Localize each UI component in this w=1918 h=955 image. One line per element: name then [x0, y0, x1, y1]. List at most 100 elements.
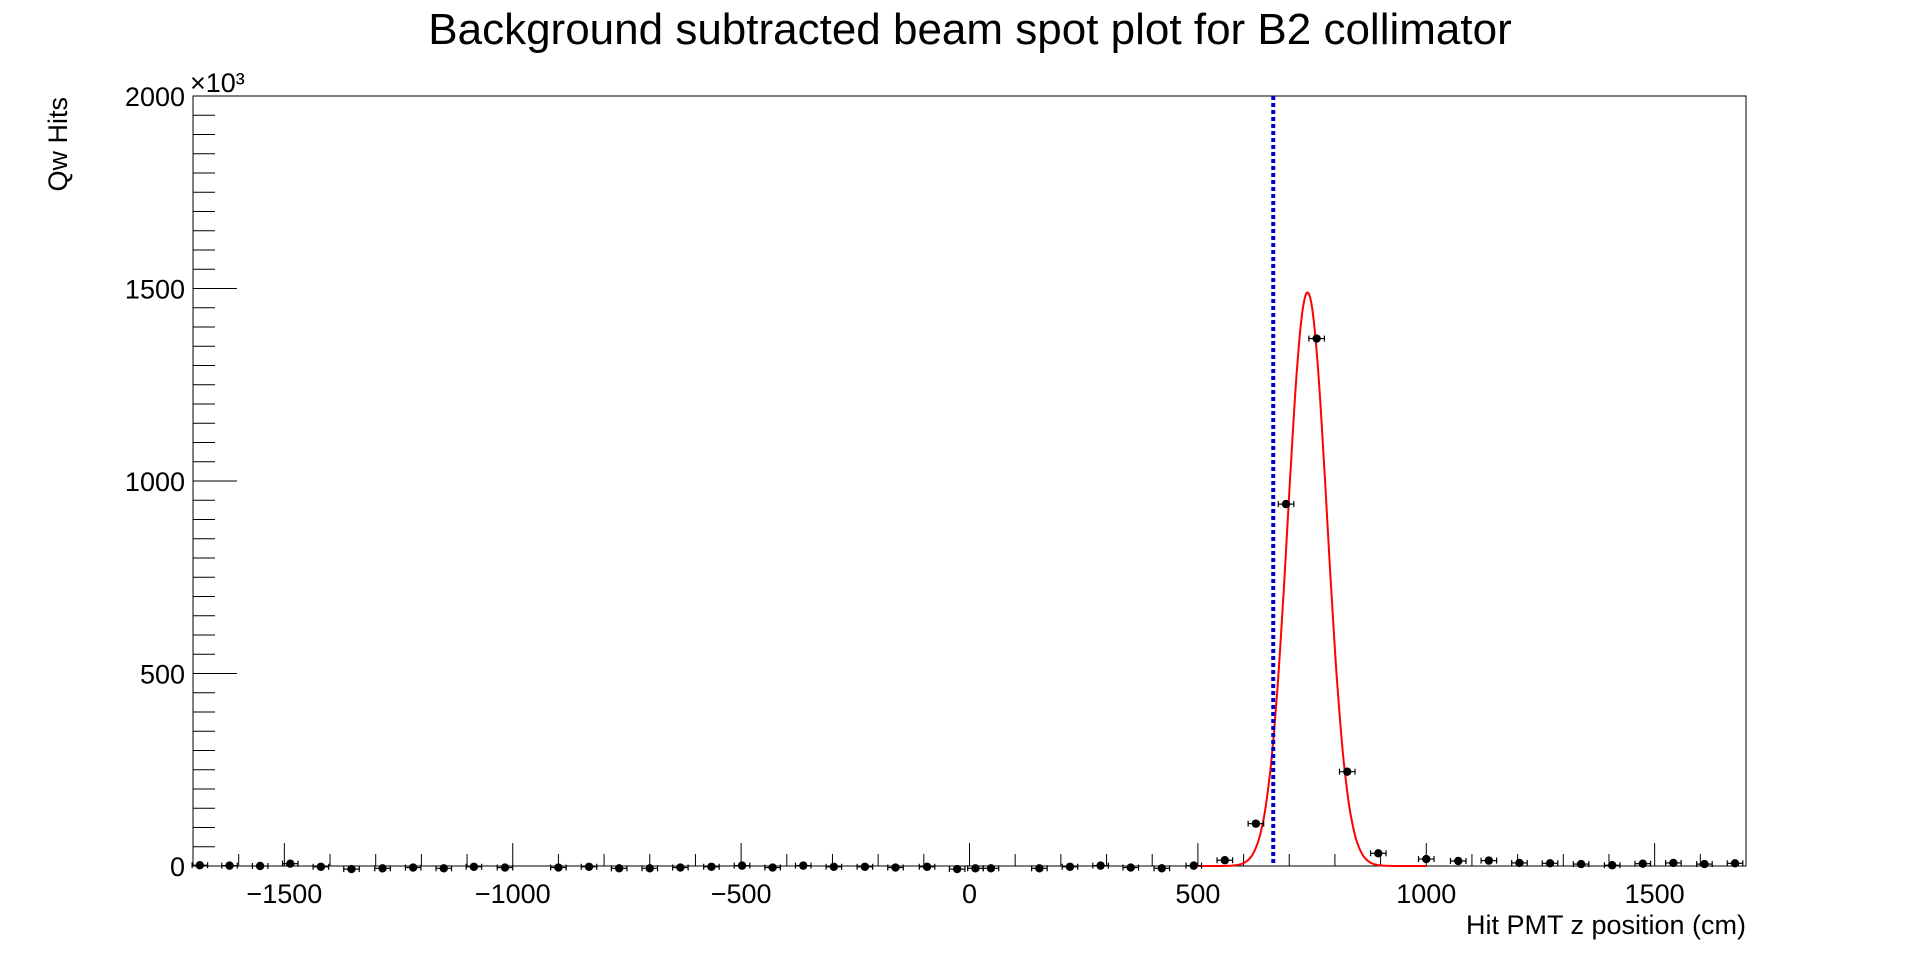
data-point [550, 863, 567, 872]
data-point [1031, 864, 1048, 873]
data-point [1480, 856, 1498, 865]
x-tick-label: 1000 [1396, 879, 1456, 909]
point-marker [1700, 859, 1709, 869]
data-point [1665, 858, 1682, 868]
data-point [281, 859, 299, 868]
data-point [967, 864, 984, 873]
point-marker [439, 864, 448, 873]
data-point [580, 862, 598, 871]
data-point [825, 862, 843, 871]
point-marker [1730, 859, 1740, 868]
point-marker [1189, 861, 1198, 870]
data-point [1726, 859, 1744, 868]
x-axis-ticks: −1500 −1000 −500 0 500 1000 1500 [192, 843, 1747, 909]
data-point [1449, 856, 1467, 866]
point-marker [554, 863, 563, 872]
data-point [374, 864, 391, 873]
y-axis-ticks: 0 500 1000 1500 2000 [125, 82, 237, 882]
point-marker [986, 864, 996, 873]
x-tick-label: −500 [711, 879, 772, 909]
point-marker [707, 862, 716, 871]
point-marker [971, 864, 980, 873]
point-marker [614, 864, 624, 873]
point-marker [1096, 861, 1105, 870]
point-marker [255, 861, 265, 871]
y-axis-label: Qw Hits [43, 97, 73, 192]
data-point [312, 862, 330, 871]
point-marker [408, 863, 418, 872]
data-point [1338, 767, 1356, 776]
point-marker [1343, 767, 1352, 776]
data-point [1369, 849, 1387, 858]
point-marker [195, 861, 205, 870]
point-marker [469, 862, 479, 871]
data-point [672, 863, 689, 872]
data-point [1541, 859, 1559, 868]
point-marker [1669, 858, 1678, 868]
point-marker [645, 864, 654, 873]
data-points-layer [191, 334, 1744, 874]
point-marker [922, 862, 932, 871]
data-point [1696, 859, 1713, 869]
data-point [1511, 858, 1528, 868]
data-point [1308, 334, 1326, 343]
point-marker [1638, 859, 1647, 868]
data-point [982, 864, 1000, 873]
point-marker [1220, 856, 1230, 865]
x-tick-label: −1500 [246, 879, 322, 909]
data-point [641, 864, 659, 873]
point-marker [316, 862, 326, 871]
point-marker [676, 863, 685, 872]
point-marker [799, 861, 808, 870]
point-marker [1515, 858, 1524, 868]
data-point [1572, 859, 1590, 869]
point-marker [1422, 854, 1431, 864]
data-point [948, 864, 966, 874]
point-marker [584, 862, 594, 871]
data-point [1277, 499, 1295, 509]
point-marker [1281, 499, 1291, 509]
data-point [1185, 861, 1203, 870]
data-point [887, 863, 904, 872]
x-axis-label: Hit PMT z position (cm) [1466, 910, 1746, 940]
point-marker [1607, 861, 1617, 870]
data-point [343, 864, 360, 874]
data-point [465, 862, 483, 871]
point-marker [225, 861, 234, 870]
point-marker [1374, 849, 1383, 858]
data-point [1247, 819, 1265, 828]
point-marker [1576, 859, 1586, 869]
y-tick-label: 1000 [125, 467, 185, 497]
point-marker [1065, 862, 1075, 871]
x-tick-label: 1500 [1625, 879, 1685, 909]
point-marker [1454, 856, 1463, 866]
data-point [404, 863, 422, 872]
data-point [1634, 859, 1652, 868]
point-marker [952, 864, 962, 874]
y-tick-label: 500 [140, 660, 185, 690]
data-point [1061, 862, 1079, 871]
chart-title: Background subtracted beam spot plot for… [428, 5, 1511, 54]
data-point [764, 863, 781, 872]
point-marker [829, 862, 839, 871]
data-point [251, 861, 269, 871]
point-marker [737, 861, 747, 870]
data-point [1092, 861, 1109, 870]
point-marker [1312, 334, 1321, 343]
point-marker [1484, 856, 1494, 865]
data-point [191, 861, 209, 870]
point-marker [1545, 859, 1555, 868]
y-tick-label: 0 [170, 852, 185, 882]
point-marker [1035, 864, 1044, 873]
data-point [496, 863, 514, 872]
y-tick-label: 2000 [125, 82, 185, 112]
y-axis-multiplier: ×10³ [190, 68, 245, 98]
point-marker [1126, 863, 1135, 872]
fit-curve-layer [1197, 291, 1427, 867]
data-point [918, 862, 936, 871]
x-tick-label: 0 [962, 879, 977, 909]
data-point [703, 862, 720, 871]
point-marker [1251, 819, 1261, 828]
y-tick-label: 1500 [125, 275, 185, 305]
